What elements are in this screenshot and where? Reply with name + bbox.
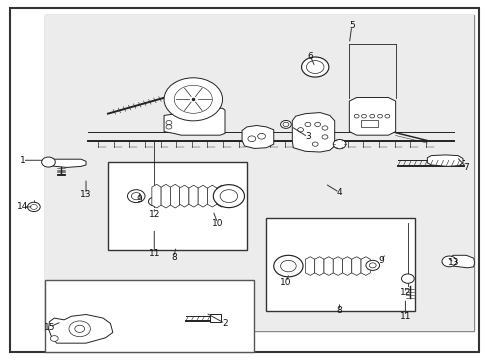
Text: 12: 12: [399, 288, 410, 297]
Bar: [44, 280, 254, 352]
Polygon shape: [305, 257, 314, 275]
Circle shape: [441, 256, 456, 267]
Polygon shape: [292, 113, 334, 152]
Circle shape: [165, 125, 171, 129]
Circle shape: [312, 142, 318, 146]
Polygon shape: [216, 185, 225, 207]
Circle shape: [69, 321, 90, 337]
Polygon shape: [324, 257, 332, 275]
Text: 12: 12: [148, 210, 160, 219]
Polygon shape: [207, 185, 216, 207]
Text: 6: 6: [307, 52, 312, 61]
Polygon shape: [170, 184, 179, 208]
Polygon shape: [314, 257, 324, 275]
Bar: [360, 120, 377, 127]
Circle shape: [50, 336, 58, 341]
Polygon shape: [171, 90, 180, 99]
Text: 2: 2: [222, 319, 227, 328]
Circle shape: [384, 114, 389, 118]
Circle shape: [369, 114, 374, 118]
Polygon shape: [46, 158, 86, 167]
Polygon shape: [242, 126, 273, 148]
Circle shape: [27, 202, 40, 212]
Circle shape: [377, 114, 382, 118]
Circle shape: [165, 121, 171, 125]
Circle shape: [75, 325, 84, 332]
Circle shape: [174, 85, 212, 113]
Text: 8: 8: [336, 306, 342, 315]
Circle shape: [148, 197, 160, 206]
Text: 10: 10: [280, 278, 291, 287]
Circle shape: [332, 139, 345, 149]
Circle shape: [401, 274, 413, 283]
Circle shape: [127, 190, 145, 203]
Polygon shape: [179, 185, 188, 207]
Circle shape: [30, 204, 37, 210]
Circle shape: [280, 260, 296, 272]
Text: 10: 10: [211, 219, 223, 228]
Bar: [44, 15, 473, 330]
Text: 13: 13: [80, 190, 92, 199]
Circle shape: [220, 190, 237, 203]
Circle shape: [365, 260, 379, 270]
Circle shape: [322, 126, 327, 130]
Polygon shape: [152, 184, 161, 208]
Text: 11: 11: [148, 249, 160, 258]
Text: 11: 11: [399, 312, 410, 321]
Text: 1: 1: [20, 156, 25, 165]
Text: 4: 4: [336, 188, 342, 197]
Bar: [44, 15, 473, 330]
Polygon shape: [198, 185, 207, 207]
Circle shape: [213, 185, 244, 208]
Polygon shape: [57, 174, 64, 175]
Circle shape: [306, 60, 324, 73]
Text: 15: 15: [43, 323, 55, 332]
Text: 13: 13: [447, 258, 459, 267]
Polygon shape: [351, 257, 360, 275]
Polygon shape: [360, 257, 369, 275]
Text: 8: 8: [171, 253, 176, 262]
Circle shape: [131, 193, 141, 200]
Circle shape: [283, 122, 288, 127]
Circle shape: [280, 121, 291, 129]
Bar: [266, 218, 414, 311]
Text: 3: 3: [305, 132, 310, 141]
Circle shape: [247, 136, 255, 141]
Polygon shape: [210, 314, 221, 322]
Circle shape: [163, 78, 222, 121]
Polygon shape: [447, 255, 474, 268]
Circle shape: [41, 157, 55, 167]
Circle shape: [314, 122, 320, 127]
Circle shape: [297, 128, 303, 132]
Polygon shape: [163, 108, 224, 135]
Bar: [108, 162, 246, 250]
Circle shape: [301, 57, 328, 77]
Text: 5: 5: [348, 21, 354, 30]
Circle shape: [273, 255, 303, 277]
Polygon shape: [332, 257, 342, 275]
Circle shape: [305, 122, 310, 127]
Text: 7: 7: [463, 163, 468, 172]
Polygon shape: [48, 315, 113, 343]
Text: 9: 9: [377, 256, 383, 265]
Circle shape: [361, 114, 366, 118]
Circle shape: [353, 114, 358, 118]
Polygon shape: [188, 185, 198, 207]
Text: 14: 14: [17, 202, 28, 211]
Circle shape: [322, 135, 327, 139]
Text: 9: 9: [137, 195, 142, 204]
Polygon shape: [348, 98, 395, 135]
Circle shape: [257, 134, 265, 139]
Polygon shape: [427, 155, 462, 166]
Polygon shape: [161, 184, 170, 208]
Polygon shape: [342, 257, 351, 275]
Circle shape: [368, 263, 375, 268]
